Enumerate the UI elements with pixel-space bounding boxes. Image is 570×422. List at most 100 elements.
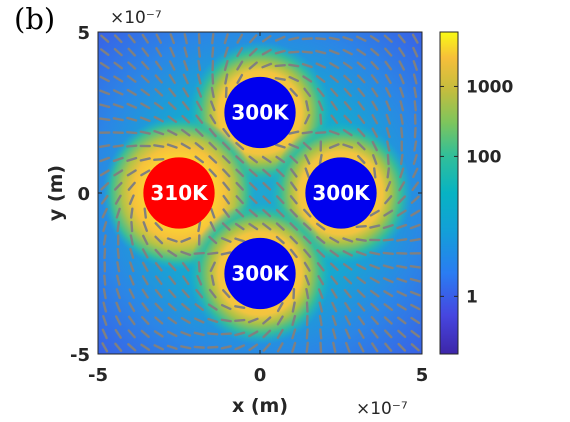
vector-arrow [328, 36, 340, 41]
vector-arrow [115, 288, 121, 300]
vector-arrow [356, 74, 366, 84]
vector-arrow [115, 301, 122, 313]
vector-arrow [356, 263, 367, 271]
vector-arrow [275, 235, 285, 245]
vector-arrow [302, 208, 312, 218]
vector-arrow [275, 208, 285, 218]
vector-arrow [370, 302, 380, 312]
vector-arrow [331, 301, 338, 313]
vector-arrow [236, 60, 244, 71]
vector-arrow [357, 328, 365, 339]
vector-arrow [235, 155, 245, 164]
vector-arrow [343, 114, 353, 124]
vector-arrow [304, 113, 311, 125]
vector-arrow [318, 301, 324, 313]
vector-arrow [331, 328, 337, 340]
vector-arrow [141, 275, 149, 286]
vector-arrow [330, 275, 339, 285]
vector-arrow [141, 261, 149, 272]
vector-arrow [221, 155, 231, 164]
vector-arrow [154, 275, 163, 286]
vector-arrow [288, 63, 300, 68]
vector-arrow [235, 181, 245, 191]
vector-arrow [166, 237, 178, 243]
vector-arrow [303, 248, 312, 259]
vector-arrow [140, 88, 151, 97]
vector-arrow [196, 86, 203, 98]
vector-arrow [99, 169, 110, 177]
vector-arrow [275, 195, 285, 205]
vector-arrow [209, 221, 216, 232]
vector-arrow [329, 262, 339, 272]
vector-arrow [130, 220, 134, 233]
vector-arrow [369, 251, 381, 256]
vector-arrow [274, 63, 286, 68]
vector-arrow [126, 102, 138, 109]
vector-arrow [397, 195, 407, 205]
vector-arrow [100, 182, 110, 191]
vector-arrow [275, 168, 285, 178]
vector-arrow [262, 342, 271, 352]
vector-arrow [180, 128, 191, 137]
vector-arrow [101, 328, 108, 340]
vector-arrow [196, 274, 203, 286]
vector-arrow [154, 222, 164, 232]
vector-arrow [181, 289, 190, 299]
vector-arrow [305, 288, 310, 300]
vector-arrow [141, 248, 149, 259]
vector-arrow [412, 167, 419, 179]
vector-arrow [220, 332, 232, 336]
x-axis-label: x (m) [232, 395, 288, 417]
vector-arrow [128, 301, 136, 313]
vector-arrow [385, 87, 392, 98]
vector-arrow [316, 262, 325, 272]
vector-arrow [317, 288, 324, 300]
vector-arrow [234, 237, 246, 243]
vector-arrow [275, 222, 285, 231]
vector-arrow [140, 102, 151, 110]
vector-arrow [343, 275, 353, 285]
vector-arrow [154, 235, 164, 245]
vector-arrow [126, 156, 138, 162]
vector-arrow [223, 33, 229, 45]
vector-arrow [319, 341, 323, 353]
vector-arrow [197, 33, 201, 45]
vector-arrow [342, 250, 353, 257]
vector-arrow [221, 168, 231, 178]
vector-arrow [180, 316, 191, 324]
vector-arrow [139, 157, 151, 162]
vector-arrow [101, 207, 108, 219]
vector-arrow [371, 87, 379, 98]
vector-arrow [183, 60, 189, 71]
vector-arrow [385, 127, 391, 139]
vector-arrow [168, 87, 177, 98]
y-tick-label: 5 [77, 23, 90, 44]
vector-arrow [386, 167, 391, 179]
vector-arrow [315, 49, 327, 55]
vector-arrow [330, 288, 338, 299]
vector-arrow [99, 61, 110, 70]
vector-arrow [371, 140, 378, 152]
vector-arrow [356, 61, 366, 70]
vector-arrow [355, 225, 367, 229]
vector-arrow [317, 275, 325, 286]
vector-arrow [129, 234, 134, 246]
vector-arrow [167, 316, 178, 325]
vector-arrow [288, 130, 300, 135]
vector-arrow [235, 168, 245, 178]
vector-arrow [274, 49, 286, 55]
vector-arrow [127, 343, 137, 352]
vector-arrow [342, 262, 353, 271]
vector-arrow [113, 47, 123, 57]
vector-arrow [383, 316, 393, 325]
colorbar-ticks: 1 100 1000 [440, 77, 513, 307]
vector-arrow [369, 289, 380, 298]
vector-arrow [385, 100, 392, 112]
vector-arrow [398, 73, 405, 85]
vector-arrow [385, 113, 391, 125]
vector-arrow [384, 342, 393, 352]
vector-arrow [183, 46, 189, 58]
vector-arrow [193, 251, 205, 255]
vector-arrow [303, 87, 312, 98]
vector-arrow [180, 142, 191, 150]
